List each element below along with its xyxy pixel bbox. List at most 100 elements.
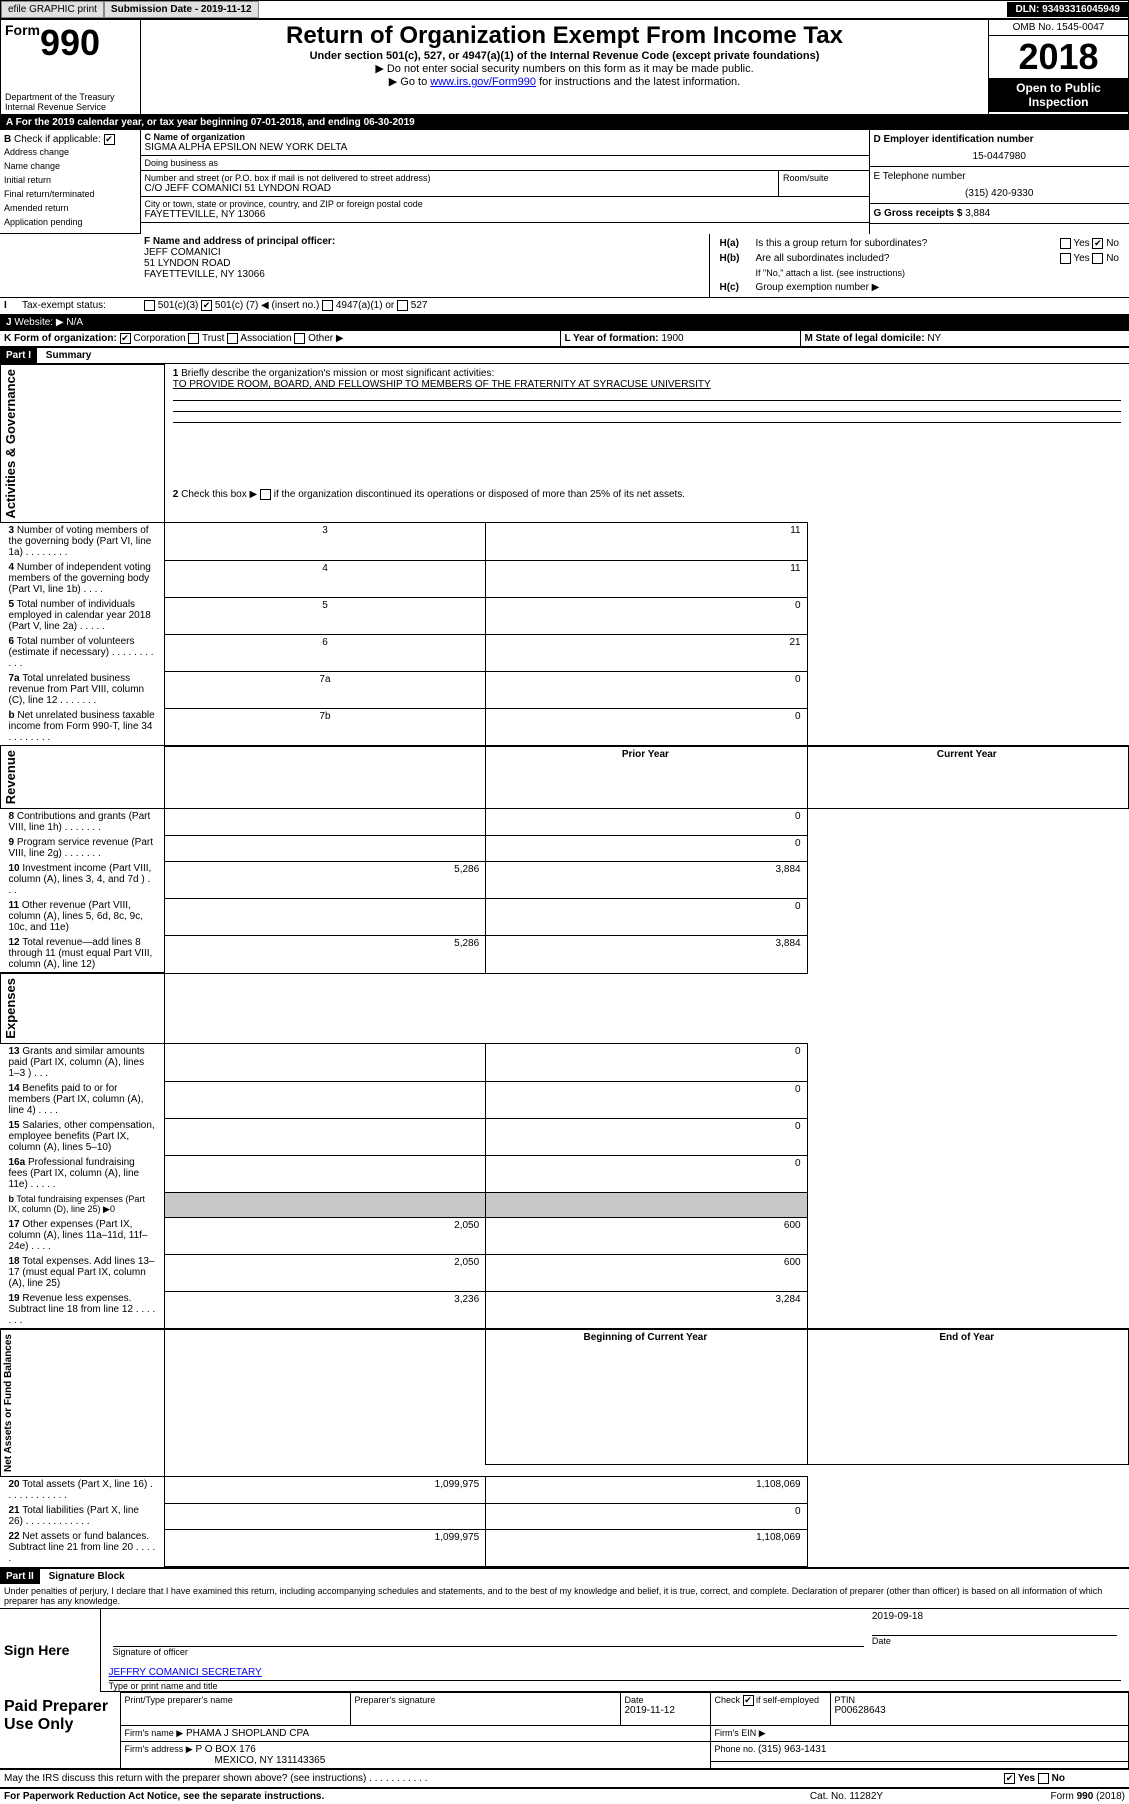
k-option-checkbox[interactable] [120, 333, 131, 344]
efile-header-bar: efile GRAPHIC print Submission Date - 20… [0, 0, 1129, 19]
q2-checkbox[interactable] [260, 489, 271, 500]
side-revenue: Revenue [1, 746, 20, 808]
prior-year-value [164, 1081, 485, 1118]
l-label: L Year of formation: [565, 333, 662, 344]
i-501c3-checkbox[interactable] [144, 300, 155, 311]
b-option: Address change [4, 145, 136, 159]
i-501c-checkbox[interactable] [201, 300, 212, 311]
current-year-value: 3,884 [486, 861, 807, 898]
sig-date-value: 2019-09-18 [872, 1611, 1117, 1622]
open-to-public: Open to Public Inspection [989, 78, 1128, 112]
prior-year-value: 5,286 [164, 861, 485, 898]
ha-yes-checkbox[interactable] [1060, 238, 1071, 249]
hb-yes-checkbox[interactable] [1060, 253, 1071, 264]
city-value: FAYETTEVILLE, NY 13066 [145, 209, 865, 220]
col-current-year: Current Year [807, 746, 1128, 809]
side-net-assets: Net Assets or Fund Balances [1, 1330, 16, 1476]
part1-header: Part I [0, 348, 37, 363]
subtitle-1: Under section 501(c), 527, or 4947(a)(1)… [145, 50, 984, 62]
firm-addr-label: Firm's address ▶ [125, 1744, 193, 1754]
hb-no-checkbox[interactable] [1092, 253, 1103, 264]
street-label: Number and street (or P.O. box if mail i… [145, 173, 775, 183]
sig-officer-label: Signature of officer [113, 1647, 864, 1657]
begin-year-value: 1,099,975 [164, 1529, 485, 1566]
paid-preparer-label: Paid Preparer Use Only [0, 1692, 120, 1769]
form-number: Form990 [5, 22, 136, 64]
ha-no-checkbox[interactable] [1092, 238, 1103, 249]
street-value: C/O JEFF COMANICI 51 LYNDON ROAD [145, 183, 775, 194]
prior-year-value: 2,050 [164, 1217, 485, 1254]
officer-name-link[interactable]: JEFFRY COMANICI SECRETARY [109, 1667, 262, 1678]
e-phone-label: E Telephone number [874, 171, 1126, 182]
prior-year-value [164, 1044, 485, 1082]
firm-ein-label: Firm's EIN ▶ [715, 1728, 766, 1738]
ptin-label: PTIN [835, 1695, 1125, 1705]
k-option-checkbox[interactable] [227, 333, 238, 344]
g-receipts-label: G Gross receipts $ [874, 208, 966, 219]
i-4947-checkbox[interactable] [322, 300, 333, 311]
sign-here-label: Sign Here [0, 1609, 100, 1692]
line-box: 6 [164, 634, 485, 671]
end-year-value: 1,108,069 [486, 1477, 807, 1504]
b-checkbox-main[interactable] [104, 134, 115, 145]
dln-label: DLN: 93493316045949 [1007, 2, 1128, 17]
current-year-value: 0 [486, 809, 807, 836]
f-officer-name: JEFF COMANICI [144, 247, 705, 258]
k-label: K Form of organization: [4, 333, 117, 344]
irs-label: Internal Revenue Service [5, 102, 136, 112]
current-year-value: 0 [486, 1155, 807, 1192]
prior-year-value: 5,286 [164, 935, 485, 973]
begin-year-value [164, 1503, 485, 1529]
self-employed-checkbox[interactable] [743, 1695, 754, 1706]
prior-year-value: 3,236 [164, 1291, 485, 1329]
m-value: NY [927, 333, 941, 344]
hb-note: If "No," attach a list. (see instruction… [752, 266, 1124, 280]
line-box: 7a [164, 671, 485, 708]
title-block: Form990 Department of the Treasury Inter… [0, 19, 1129, 115]
dept-treasury: Department of the Treasury [5, 92, 136, 102]
g-receipts-value: 3,884 [965, 208, 990, 219]
discuss-no-checkbox[interactable] [1038, 1773, 1049, 1784]
irs-link[interactable]: www.irs.gov/Form990 [430, 76, 536, 88]
q1-label: Briefly describe the organization's miss… [181, 368, 494, 379]
f-officer-city: FAYETTEVILLE, NY 13066 [144, 269, 705, 280]
line-box: 5 [164, 597, 485, 634]
discuss-row: May the IRS discuss this return with the… [0, 1770, 1129, 1789]
hb-label: Are all subordinates included? [752, 251, 1004, 266]
omb-number: OMB No. 1545-0047 [989, 20, 1128, 36]
ha-label: Is this a group return for subordinates? [752, 236, 1004, 251]
current-year-value: 0 [486, 835, 807, 861]
current-year-value: 600 [486, 1254, 807, 1291]
current-year-value: 3,884 [486, 935, 807, 973]
firm-name-label: Firm's name ▶ [125, 1728, 184, 1738]
line-value: 0 [486, 671, 807, 708]
prep-sig-label: Preparer's signature [355, 1695, 616, 1705]
header-info-block: B Check if applicable: Address changeNam… [0, 130, 1129, 234]
line-box: 7b [164, 708, 485, 746]
b-option: Amended return [4, 201, 136, 215]
d-ein-value: 15-0447980 [874, 145, 1126, 162]
l-value: 1900 [661, 333, 683, 344]
line-value: 0 [486, 597, 807, 634]
current-year-value: 0 [486, 1118, 807, 1155]
line-value: 0 [486, 708, 807, 746]
phone-value: (315) 963-1431 [758, 1744, 826, 1755]
i-527-checkbox[interactable] [397, 300, 408, 311]
line-value: 11 [486, 560, 807, 597]
col-prior-year: Prior Year [486, 746, 807, 809]
prior-year-value: 2,050 [164, 1254, 485, 1291]
k-option-checkbox[interactable] [188, 333, 199, 344]
k-option-checkbox[interactable] [294, 333, 305, 344]
line-value: 11 [486, 523, 807, 561]
col-begin-year: Beginning of Current Year [486, 1329, 807, 1465]
paid-preparer-block: Paid Preparer Use Only Print/Type prepar… [0, 1692, 1129, 1770]
b-option: Application pending [4, 215, 136, 229]
prior-year-value [164, 1155, 485, 1192]
perjury-statement: Under penalties of perjury, I declare th… [0, 1584, 1129, 1609]
discuss-yes-checkbox[interactable] [1004, 1773, 1015, 1784]
row-a-tax-year: A For the 2019 calendar year, or tax yea… [0, 115, 1129, 130]
tax-year: 2018 [989, 36, 1128, 78]
b-option: Initial return [4, 173, 136, 187]
i-label: Tax-exempt status: [18, 298, 140, 314]
q1-value: TO PROVIDE ROOM, BOARD, AND FELLOWSHIP T… [173, 379, 1121, 390]
